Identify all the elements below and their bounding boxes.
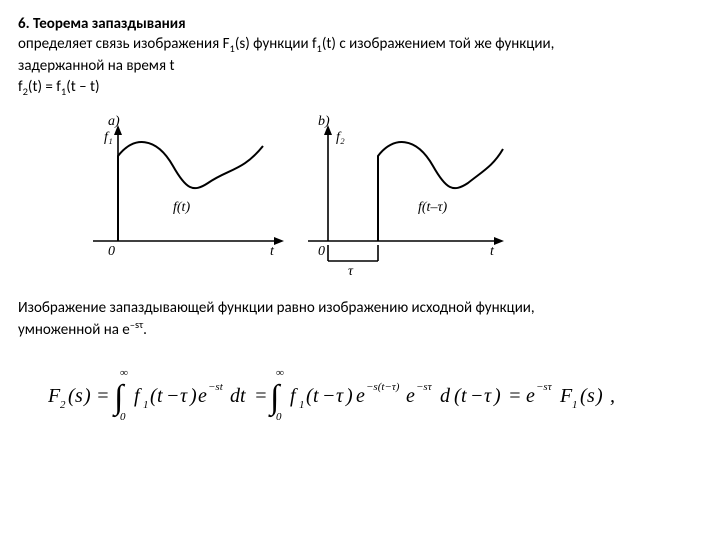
svg-text:1: 1 bbox=[299, 399, 305, 411]
svg-text:∞: ∞ bbox=[120, 367, 128, 379]
svg-text:=: = bbox=[96, 385, 110, 407]
svg-text:τ: τ bbox=[484, 385, 492, 407]
p3-b: (t) = f bbox=[28, 78, 61, 96]
svg-text:e: e bbox=[356, 385, 365, 407]
svg-text:dt: dt bbox=[230, 385, 246, 407]
graphs-svg: a) f₁ f(t) 0 t bbox=[78, 111, 518, 281]
curve-label-b: f(t–τ) bbox=[418, 200, 447, 215]
curve-b-path bbox=[378, 142, 503, 241]
svg-text:F: F bbox=[559, 385, 573, 407]
svg-text:−sτ: −sτ bbox=[416, 381, 433, 393]
axis-t-b: t bbox=[490, 244, 495, 259]
svg-text:): ) bbox=[493, 385, 501, 407]
tau-label: τ bbox=[348, 264, 354, 279]
p1-c: (t) с изображением той же функции, bbox=[322, 35, 554, 53]
svg-text:=: = bbox=[254, 385, 268, 407]
svg-text:−st: −st bbox=[208, 381, 224, 393]
origin-b: 0 bbox=[318, 244, 325, 259]
svg-text:∞: ∞ bbox=[276, 367, 284, 379]
paragraph-5: умноженной на e–sτ. bbox=[18, 318, 702, 340]
p1-b: (s) функции f bbox=[235, 35, 317, 53]
panel-b-labels: b) f₂ f(t–τ) 0 t τ bbox=[318, 114, 495, 279]
panel-a bbox=[93, 125, 284, 245]
svg-text:f: f bbox=[290, 385, 298, 407]
page: 6. Теорема запаздывания определяет связь… bbox=[0, 0, 720, 444]
svg-text:0: 0 bbox=[276, 411, 282, 423]
curve-label-a: f(t) bbox=[173, 200, 190, 215]
svg-text:s: s bbox=[587, 385, 595, 407]
graphs-figure: a) f₁ f(t) 0 t bbox=[78, 111, 702, 286]
svg-text:2: 2 bbox=[60, 399, 66, 411]
svg-text:t: t bbox=[157, 385, 163, 407]
svg-text:t: t bbox=[461, 385, 467, 407]
svg-text:,: , bbox=[610, 385, 615, 407]
curve-a-path bbox=[118, 142, 263, 241]
svg-text:−: − bbox=[166, 385, 180, 407]
svg-text:): ) bbox=[345, 385, 353, 407]
p5-b: . bbox=[143, 321, 147, 339]
svg-text:t: t bbox=[313, 385, 319, 407]
origin-a: 0 bbox=[108, 244, 115, 259]
svg-text:−s(t−τ): −s(t−τ) bbox=[366, 381, 400, 393]
p1-a: определяет связь изображения F bbox=[18, 35, 230, 53]
svg-text:1: 1 bbox=[572, 399, 578, 411]
label-a: a) bbox=[108, 114, 120, 129]
label-b: b) bbox=[318, 114, 330, 129]
paragraph-4: Изображение запаздывающей функции равно … bbox=[18, 298, 702, 318]
svg-text:f: f bbox=[134, 385, 142, 407]
paragraph-1: определяет связь изображения F1(s) функц… bbox=[18, 34, 702, 56]
flabel-a: f₁ bbox=[104, 130, 113, 145]
svg-text:−: − bbox=[470, 385, 484, 407]
svg-text:d: d bbox=[440, 385, 451, 407]
p5-a: умноженной на e bbox=[18, 321, 130, 339]
svg-text:e: e bbox=[198, 385, 207, 407]
svg-text:e: e bbox=[526, 385, 535, 407]
svg-text:e: e bbox=[406, 385, 415, 407]
p3-c: (t – t) bbox=[66, 78, 99, 96]
svg-text:−sτ: −sτ bbox=[536, 381, 553, 393]
panel-b bbox=[308, 125, 504, 261]
flabel-b: f₂ bbox=[336, 130, 345, 145]
svg-text:): ) bbox=[595, 385, 603, 407]
svg-text:=: = bbox=[508, 385, 522, 407]
formula-svg: F 2 ( s ) = ∫ ∞ 0 f 1 ( t − τ ) e −st dt bbox=[48, 364, 688, 424]
paragraph-3: f2(t) = f1(t – t) bbox=[18, 77, 702, 99]
axis-t-a: t bbox=[270, 244, 275, 259]
svg-text:τ: τ bbox=[336, 385, 344, 407]
svg-text:): ) bbox=[189, 385, 197, 407]
paragraph-2: задержанной на время t bbox=[18, 56, 702, 76]
svg-text:1: 1 bbox=[143, 399, 149, 411]
exp-sup: –sτ bbox=[130, 318, 143, 331]
heading: 6. Теорема запаздывания bbox=[18, 14, 702, 34]
svg-text:τ: τ bbox=[180, 385, 188, 407]
svg-text:0: 0 bbox=[120, 411, 126, 423]
svg-text:): ) bbox=[83, 385, 91, 407]
svg-text:s: s bbox=[75, 385, 83, 407]
formula-block: F 2 ( s ) = ∫ ∞ 0 f 1 ( t − τ ) e −st dt bbox=[48, 364, 702, 430]
svg-text:−: − bbox=[322, 385, 336, 407]
